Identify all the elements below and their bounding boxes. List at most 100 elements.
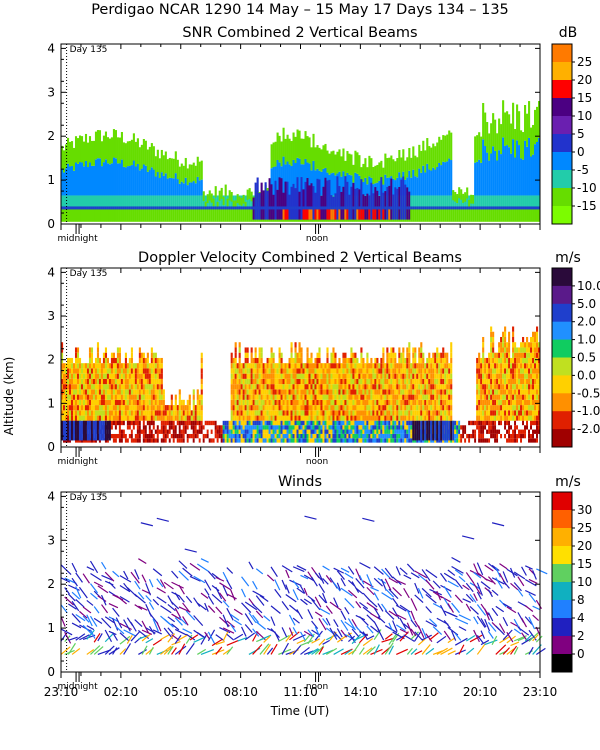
doppler-cell (400, 352, 403, 358)
snr-cell (198, 180, 201, 196)
doppler-cell (242, 438, 245, 443)
colorbar-swatch (552, 170, 572, 189)
doppler-cell (250, 347, 253, 353)
doppler-cell (62, 368, 66, 374)
doppler-cell (178, 410, 181, 416)
snr-cell (434, 169, 437, 196)
doppler-cell (116, 373, 119, 379)
doppler-cell (266, 425, 269, 430)
snr-cell (312, 206, 315, 210)
doppler-cell (124, 433, 127, 439)
doppler-cell (82, 415, 86, 421)
snr-cell (236, 206, 239, 210)
snr-cell (338, 186, 341, 220)
doppler-cell (404, 399, 407, 406)
doppler-cell (132, 399, 135, 406)
doppler-cell (382, 352, 385, 358)
doppler-cell (94, 420, 98, 441)
snr-cell (86, 195, 90, 209)
doppler-cell (88, 405, 92, 411)
doppler-cell (498, 410, 501, 416)
doppler-cell (416, 405, 419, 411)
doppler-cell (272, 405, 275, 411)
doppler-cell (272, 357, 275, 364)
doppler-cell (124, 394, 127, 400)
doppler-cell (174, 433, 177, 439)
doppler-cell (282, 373, 285, 379)
doppler-cell (450, 415, 453, 421)
doppler-cell (244, 352, 247, 358)
doppler-cell (104, 363, 108, 369)
doppler-cell (186, 429, 189, 434)
doppler-cell (482, 429, 485, 434)
snr-cell (484, 145, 487, 196)
doppler-cell (220, 425, 223, 430)
doppler-cell (414, 347, 417, 353)
doppler-cell (244, 399, 247, 406)
doppler-cell (122, 368, 125, 374)
doppler-cell (516, 373, 519, 379)
doppler-cell (416, 378, 419, 385)
doppler-cell (486, 420, 489, 426)
doppler-cell (422, 352, 425, 358)
doppler-cell (320, 389, 323, 395)
doppler-cell (364, 438, 367, 443)
doppler-cell (112, 425, 115, 430)
snr-cell (486, 152, 489, 196)
doppler-cell (76, 420, 80, 441)
doppler-cell (476, 425, 479, 430)
doppler-cell (74, 363, 78, 369)
doppler-cell (250, 410, 253, 416)
doppler-cell (366, 368, 369, 374)
snr-cell (514, 195, 517, 209)
snr-cell (106, 208, 110, 222)
doppler-cell (382, 394, 385, 400)
doppler-cell (354, 438, 357, 443)
doppler-cell (244, 368, 247, 374)
snr-cell (436, 206, 439, 210)
snr-cell (412, 206, 415, 210)
snr-cell (384, 191, 387, 220)
doppler-cell (310, 389, 313, 395)
doppler-cell (286, 373, 289, 379)
doppler-cell (390, 415, 393, 421)
doppler-cell (264, 425, 267, 430)
doppler-cell (500, 378, 503, 385)
snr-cell (288, 206, 291, 210)
doppler-cell (86, 394, 90, 400)
doppler-cell (442, 357, 445, 364)
doppler-cell (288, 363, 291, 369)
doppler-cell (214, 438, 217, 443)
doppler-cell (448, 384, 451, 390)
doppler-cell (330, 378, 333, 385)
doppler-cell (166, 425, 169, 430)
snr-cell (64, 208, 68, 222)
doppler-cell (232, 410, 235, 416)
doppler-cell (68, 399, 72, 406)
snr-cell (276, 159, 279, 196)
doppler-cell (230, 357, 233, 364)
doppler-cell (76, 363, 80, 369)
doppler-cell (484, 378, 487, 385)
doppler-cell (328, 433, 331, 439)
doppler-cell (300, 405, 303, 411)
doppler-cell (258, 415, 261, 421)
doppler-cell (326, 415, 329, 421)
doppler-cell (190, 429, 193, 434)
snr-cell (270, 184, 273, 220)
doppler-cell (124, 389, 127, 395)
doppler-cell (270, 357, 273, 364)
snr-cell (298, 206, 301, 210)
doppler-cell (112, 433, 115, 439)
doppler-cell (442, 368, 445, 374)
doppler-cell (400, 405, 403, 411)
doppler-cell (204, 433, 207, 439)
doppler-cell (350, 378, 353, 385)
doppler-cell (292, 425, 295, 430)
doppler-cell (480, 389, 483, 395)
doppler-cell (282, 425, 285, 430)
doppler-cell (476, 363, 479, 369)
doppler-cell (514, 410, 517, 416)
doppler-cell (170, 410, 173, 416)
doppler-cell (160, 399, 163, 406)
